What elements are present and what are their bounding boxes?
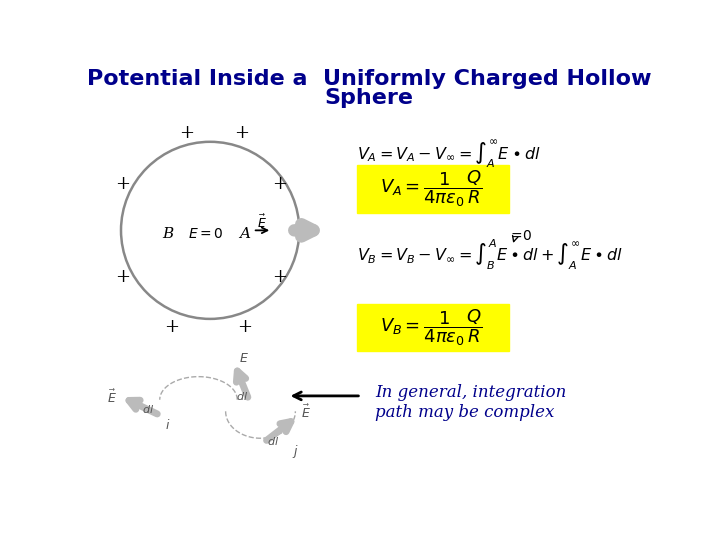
Text: $=\!0$: $=\!0$ bbox=[508, 229, 532, 243]
FancyBboxPatch shape bbox=[357, 303, 508, 351]
Text: +: + bbox=[179, 124, 194, 141]
Text: $dl$: $dl$ bbox=[267, 435, 279, 447]
Text: $\vec{E}$: $\vec{E}$ bbox=[107, 389, 117, 406]
Text: $\vec{E}$: $\vec{E}$ bbox=[300, 404, 310, 422]
Text: $V_B = \dfrac{1}{4\pi\varepsilon_0} \dfrac{Q}{R}$: $V_B = \dfrac{1}{4\pi\varepsilon_0} \dfr… bbox=[379, 307, 482, 348]
Text: B: B bbox=[162, 227, 173, 241]
Text: +: + bbox=[115, 175, 130, 193]
Text: $V_A = V_A - V_\infty = \int_A^{\infty} E \bullet dl$: $V_A = V_A - V_\infty = \int_A^{\infty} … bbox=[357, 138, 541, 170]
Text: +: + bbox=[233, 124, 248, 141]
Text: Sphere: Sphere bbox=[325, 88, 413, 108]
Text: $V_B = V_B - V_\infty = \int_B^{A} E \bullet dl + \int_A^{\infty} E \bullet dl$: $V_B = V_B - V_\infty = \int_B^{A} E \bu… bbox=[357, 238, 624, 273]
Text: $E$: $E$ bbox=[238, 353, 248, 366]
Text: In general, integration
path may be complex: In general, integration path may be comp… bbox=[375, 384, 567, 421]
Text: +: + bbox=[115, 267, 130, 286]
Text: +: + bbox=[238, 318, 253, 335]
Text: $dl$: $dl$ bbox=[142, 403, 154, 415]
Text: $E=0$: $E=0$ bbox=[189, 227, 224, 241]
FancyBboxPatch shape bbox=[357, 165, 508, 213]
Text: $dl$: $dl$ bbox=[236, 390, 248, 402]
Text: Potential Inside a  Uniformly Charged Hollow: Potential Inside a Uniformly Charged Hol… bbox=[86, 69, 652, 89]
Text: $i$: $i$ bbox=[165, 418, 170, 432]
Text: +: + bbox=[272, 175, 287, 193]
Text: $V_A = \dfrac{1}{4\pi\varepsilon_0} \dfrac{Q}{R}$: $V_A = \dfrac{1}{4\pi\varepsilon_0} \dfr… bbox=[379, 168, 482, 209]
Text: $\vec{E}$: $\vec{E}$ bbox=[257, 214, 267, 231]
Text: +: + bbox=[272, 267, 287, 286]
Text: +: + bbox=[164, 318, 179, 335]
Text: A: A bbox=[240, 227, 251, 241]
Text: $j$: $j$ bbox=[292, 443, 299, 460]
